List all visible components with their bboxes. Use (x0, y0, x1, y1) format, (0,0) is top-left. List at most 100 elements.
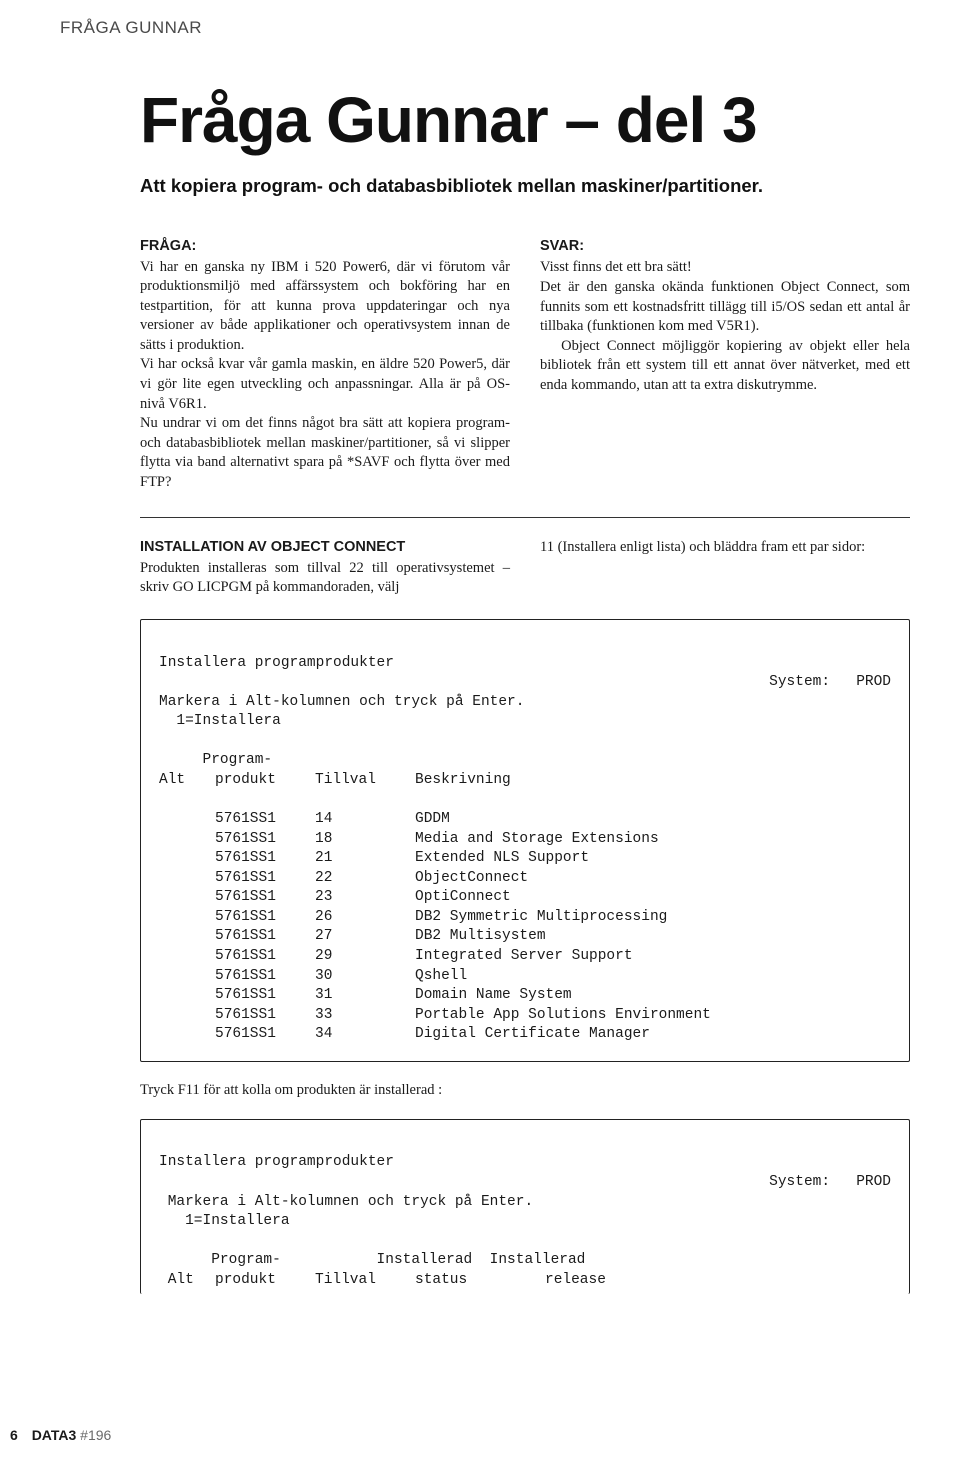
col-tillval: Tillval (315, 771, 415, 791)
col-beskrivning: Beskrivning (415, 771, 891, 791)
magazine-name: DATA3 (32, 1427, 77, 1443)
col-alt: Alt (159, 771, 215, 791)
row-desc: Extended NLS Support (415, 849, 891, 869)
row-prod: 5761SS1 (215, 967, 315, 987)
row-desc: OptiConnect (415, 888, 891, 908)
row-prod: 5761SS1 (215, 927, 315, 947)
col-release: release (545, 1271, 891, 1291)
page-footer: 6 DATA3 #196 (10, 1427, 111, 1443)
term2-hdr-top: Program- Installerad Installerad (159, 1251, 891, 1271)
table-row: 5761SS131Domain Name System (159, 986, 891, 1006)
row-desc: Media and Storage Extensions (415, 830, 891, 850)
table-row: 5761SS123OptiConnect (159, 888, 891, 908)
install-title: INSTALLATION AV OBJECT CONNECT (140, 538, 510, 558)
row-opt: 27 (315, 927, 415, 947)
term2-system-label: System: (769, 1174, 830, 1190)
col-produkt: produkt (215, 771, 315, 791)
term1-hdr-top: Program- (159, 751, 891, 771)
install-body: Produkten installeras som tillval 22 til… (140, 559, 510, 598)
table-row: 5761SS114GDDM (159, 810, 891, 830)
install-left: INSTALLATION AV OBJECT CONNECT Produkten… (140, 538, 510, 599)
table-row: 5761SS118Media and Storage Extensions (159, 830, 891, 850)
page: FRÅGA GUNNAR Fråga Gunnar – del 3 Att ko… (0, 0, 960, 1461)
row-prod: 5761SS1 (215, 908, 315, 928)
row-opt: 33 (315, 1006, 415, 1026)
row-prod: 5761SS1 (215, 1006, 315, 1026)
row-prod: 5761SS1 (215, 1025, 315, 1045)
row-prod: 5761SS1 (215, 810, 315, 830)
col-alt-2: Alt (159, 1271, 215, 1291)
terminal-box-1: Installera programprodukterSystem: PRODM… (140, 619, 910, 1062)
row-desc: DB2 Multisystem (415, 927, 891, 947)
row-opt: 29 (315, 947, 415, 967)
row-opt: 23 (315, 888, 415, 908)
qa-columns: FRÅGA: Vi har en ganska ny IBM i 520 Pow… (140, 237, 910, 493)
page-title: Fråga Gunnar – del 3 (140, 83, 910, 157)
term2-system-line: System: PROD (159, 1173, 891, 1193)
answer-label: SVAR: (540, 237, 910, 257)
table-row: 5761SS133Portable App Solutions Environm… (159, 1006, 891, 1026)
term2-instr2: 1=Installera (159, 1212, 891, 1232)
term1-system-line: System: PROD (159, 673, 891, 693)
term1-system-label: System: (769, 674, 830, 690)
page-subtitle: Att kopiera program- och databasbibliote… (140, 175, 910, 197)
term1-instr1: Markera i Alt-kolumnen och tryck på Ente… (159, 693, 891, 713)
answer-column: SVAR: Visst finns det ett bra sätt! Det … (540, 237, 910, 493)
row-desc: Digital Certificate Manager (415, 1025, 891, 1045)
terminal-box-2: Installera programprodukterSystem: PROD … (140, 1119, 910, 1295)
page-number: 6 (10, 1427, 18, 1443)
mid-instruction: Tryck F11 för att kolla om produkten är … (140, 1082, 910, 1099)
answer-first-line: Visst finns det ett bra sätt! (540, 258, 910, 278)
term2-instr1: Markera i Alt-kolumnen och tryck på Ente… (159, 1193, 891, 1213)
term1-rows: 5761SS114GDDM5761SS118Media and Storage … (159, 810, 891, 1045)
term1-title: Installera programprodukter (159, 654, 891, 674)
term1-system-value: PROD (856, 674, 891, 690)
row-opt: 18 (315, 830, 415, 850)
row-opt: 34 (315, 1025, 415, 1045)
term2-system-value: PROD (856, 1174, 891, 1190)
row-desc: Portable App Solutions Environment (415, 1006, 891, 1026)
row-opt: 22 (315, 869, 415, 889)
col-tillval-2: Tillval (315, 1271, 415, 1291)
question-body: Vi har en ganska ny IBM i 520 Power6, dä… (140, 258, 510, 493)
table-row: 5761SS129Integrated Server Support (159, 947, 891, 967)
row-opt: 30 (315, 967, 415, 987)
issue-number: #196 (76, 1427, 111, 1443)
answer-body: Det är den ganska okända funktionen Obje… (540, 278, 910, 395)
row-opt: 21 (315, 849, 415, 869)
kicker: FRÅGA GUNNAR (60, 18, 910, 38)
install-right-text: 11 (Installera enligt lista) och bläddra… (540, 538, 910, 558)
table-row: 5761SS126DB2 Symmetric Multiprocessing (159, 908, 891, 928)
question-label: FRÅGA: (140, 237, 510, 257)
table-row: 5761SS122ObjectConnect (159, 869, 891, 889)
row-prod: 5761SS1 (215, 830, 315, 850)
table-row: 5761SS134Digital Certificate Manager (159, 1025, 891, 1045)
row-desc: ObjectConnect (415, 869, 891, 889)
row-prod: 5761SS1 (215, 947, 315, 967)
term2-title: Installera programprodukter (159, 1153, 891, 1173)
table-row: 5761SS121Extended NLS Support (159, 849, 891, 869)
row-desc: Domain Name System (415, 986, 891, 1006)
col-status: status (415, 1271, 545, 1291)
row-opt: 31 (315, 986, 415, 1006)
row-prod: 5761SS1 (215, 888, 315, 908)
term1-header-row: AltproduktTillvalBeskrivning (159, 771, 891, 791)
row-prod: 5761SS1 (215, 869, 315, 889)
row-prod: 5761SS1 (215, 986, 315, 1006)
table-row: 5761SS130Qshell (159, 967, 891, 987)
divider (140, 517, 910, 518)
row-desc: GDDM (415, 810, 891, 830)
install-columns: INSTALLATION AV OBJECT CONNECT Produkten… (140, 538, 910, 599)
row-opt: 14 (315, 810, 415, 830)
term2-header-row: AltproduktTillvalstatusrelease (159, 1271, 891, 1291)
term1-instr2: 1=Installera (159, 712, 891, 732)
table-row: 5761SS127DB2 Multisystem (159, 927, 891, 947)
row-opt: 26 (315, 908, 415, 928)
row-desc: Integrated Server Support (415, 947, 891, 967)
install-right: 11 (Installera enligt lista) och bläddra… (540, 538, 910, 599)
row-desc: DB2 Symmetric Multiprocessing (415, 908, 891, 928)
row-prod: 5761SS1 (215, 849, 315, 869)
question-column: FRÅGA: Vi har en ganska ny IBM i 520 Pow… (140, 237, 510, 493)
row-desc: Qshell (415, 967, 891, 987)
col-produkt-2: produkt (215, 1271, 315, 1291)
